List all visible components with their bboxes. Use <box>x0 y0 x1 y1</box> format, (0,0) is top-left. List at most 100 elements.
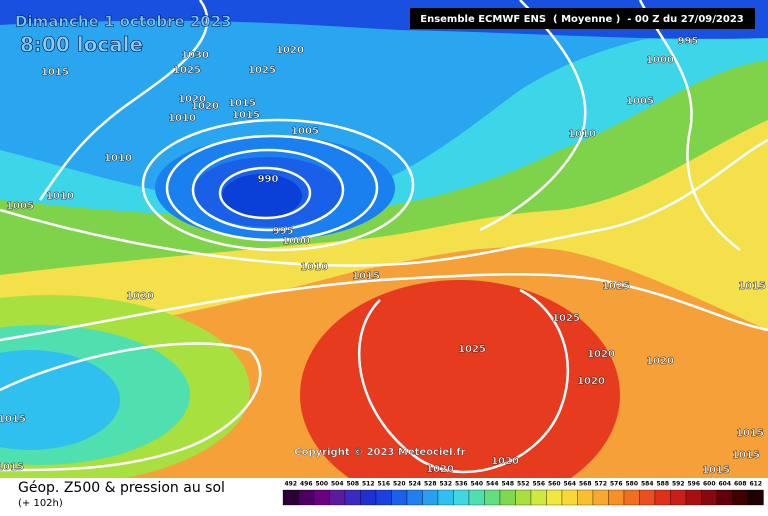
colorbar-swatch <box>313 489 330 506</box>
isobar-label: 1005 <box>291 126 319 137</box>
colorbar-label: 500 <box>315 481 328 488</box>
map-date: Dimanche 1 octobre 2023 <box>15 13 232 31</box>
map-local-time: 8:00 locale <box>20 33 143 57</box>
isobar-label: 1020 <box>587 349 615 360</box>
colorbar-label: 612 <box>749 481 762 488</box>
isobar-label: 1015 <box>702 465 730 476</box>
colorbar-swatch <box>561 489 578 506</box>
isobar-label: 1020 <box>577 376 605 387</box>
colorbar-label: 568 <box>579 481 592 488</box>
isobar-label: 1015 <box>738 281 766 292</box>
colorbar-label: 560 <box>548 481 561 488</box>
colorbar-swatch <box>282 489 299 506</box>
colorbar-label: 580 <box>625 481 638 488</box>
isobar-label: 1020 <box>426 464 454 475</box>
model-banner <box>410 8 755 29</box>
colorbar-label: 520 <box>393 481 406 488</box>
isobar-label: 1015 <box>232 110 260 121</box>
isobar-label: 1010 <box>46 191 74 202</box>
colorbar-swatch <box>298 489 315 506</box>
isobar-label: 1005 <box>626 96 654 107</box>
isobar-label: 995 <box>678 36 699 47</box>
isobar-label: 1020 <box>276 45 304 56</box>
isobar-label: 1025 <box>248 65 276 76</box>
colorbar-label: 512 <box>362 481 375 488</box>
footer-title: Géop. Z500 & pression au sol <box>18 480 225 496</box>
colorbar-label: 588 <box>656 481 669 488</box>
isobar-label: 1015 <box>736 428 764 439</box>
colorbar-swatch <box>453 489 470 506</box>
isobar-label: 1000 <box>646 55 674 66</box>
isobar-label: 1020 <box>126 291 154 302</box>
isobar-label: 1015 <box>732 450 760 461</box>
colorbar-swatch <box>639 489 656 506</box>
colorbar-label: 544 <box>486 481 499 488</box>
colorbar-swatch <box>329 489 346 506</box>
colorbar-swatch <box>716 489 733 506</box>
isobar-label: 1015 <box>228 98 256 109</box>
colorbar-swatch <box>592 489 609 506</box>
colorbar-label: 572 <box>594 481 607 488</box>
isobars <box>0 0 768 474</box>
colorbar-swatch <box>732 489 749 506</box>
colorbar-swatch <box>546 489 563 506</box>
isobar-label: 1010 <box>104 153 132 164</box>
colorbar-label: 596 <box>687 481 700 488</box>
isobar-label: 1015 <box>352 271 380 282</box>
isobar-label: 1020 <box>191 101 219 112</box>
colorbar-label: 536 <box>455 481 468 488</box>
colorbar-swatch <box>375 489 392 506</box>
colorbar-label: 600 <box>703 481 716 488</box>
colorbar-label: 576 <box>610 481 623 488</box>
isobar-label: 1025 <box>458 344 486 355</box>
colorbar-label: 532 <box>439 481 452 488</box>
colorbar-swatch <box>422 489 439 506</box>
colorbar-swatch <box>468 489 485 506</box>
colorbar-label: 564 <box>563 481 576 488</box>
isobar-label: 1020 <box>178 94 206 105</box>
colorbar-label: 504 <box>331 481 344 488</box>
colorbar-label: 608 <box>734 481 747 488</box>
colorbar-label: 540 <box>470 481 483 488</box>
isobar-label: 1025 <box>173 65 201 76</box>
colorbar-swatch <box>391 489 408 506</box>
isobar-label: 1010 <box>300 262 328 273</box>
isobar-label: 1015 <box>0 462 24 473</box>
isobar-label: 1025 <box>602 281 630 292</box>
isobar-label: 1015 <box>41 67 69 78</box>
colorbar-label: 528 <box>424 481 437 488</box>
isobar-label: 995 <box>273 226 294 237</box>
colorbar-label: 548 <box>501 481 514 488</box>
isobar-label: 1025 <box>552 313 580 324</box>
colorbar-label: 592 <box>672 481 685 488</box>
colorbar-label: 584 <box>641 481 654 488</box>
colorbar-swatch <box>515 489 532 506</box>
isobar-label: 1030 <box>181 50 209 61</box>
isobar-label: 990 <box>258 174 279 185</box>
colorbar-swatch <box>344 489 361 506</box>
colorbar-label: 492 <box>284 481 297 488</box>
colorbar-swatch <box>670 489 687 506</box>
colorbar-swatch <box>577 489 594 506</box>
colorbar-swatch <box>406 489 423 506</box>
colorbar-label: 516 <box>377 481 390 488</box>
model-label: Ensemble ECMWF ENS ( Moyenne ) - 00 Z du… <box>420 14 744 25</box>
colorbar-swatch <box>747 489 764 506</box>
isobar-label: 1000 <box>282 236 310 247</box>
copyright: Copyright © 2023 Meteociel.fr <box>294 447 465 458</box>
colorbar-label: 552 <box>517 481 530 488</box>
colorbar-label: 496 <box>300 481 313 488</box>
colorbar-label: 508 <box>346 481 359 488</box>
colorbar-swatch <box>701 489 718 506</box>
colorbar-label: 524 <box>408 481 421 488</box>
colorbar-label: 556 <box>532 481 545 488</box>
colorbar-swatch <box>437 489 454 506</box>
colorbar-swatch <box>484 489 501 506</box>
colorbar-swatch <box>654 489 671 506</box>
colorbar-swatch <box>623 489 640 506</box>
isobar-label: 1010 <box>568 129 596 140</box>
colorbar-swatch <box>608 489 625 506</box>
colorbar-swatch <box>530 489 547 506</box>
